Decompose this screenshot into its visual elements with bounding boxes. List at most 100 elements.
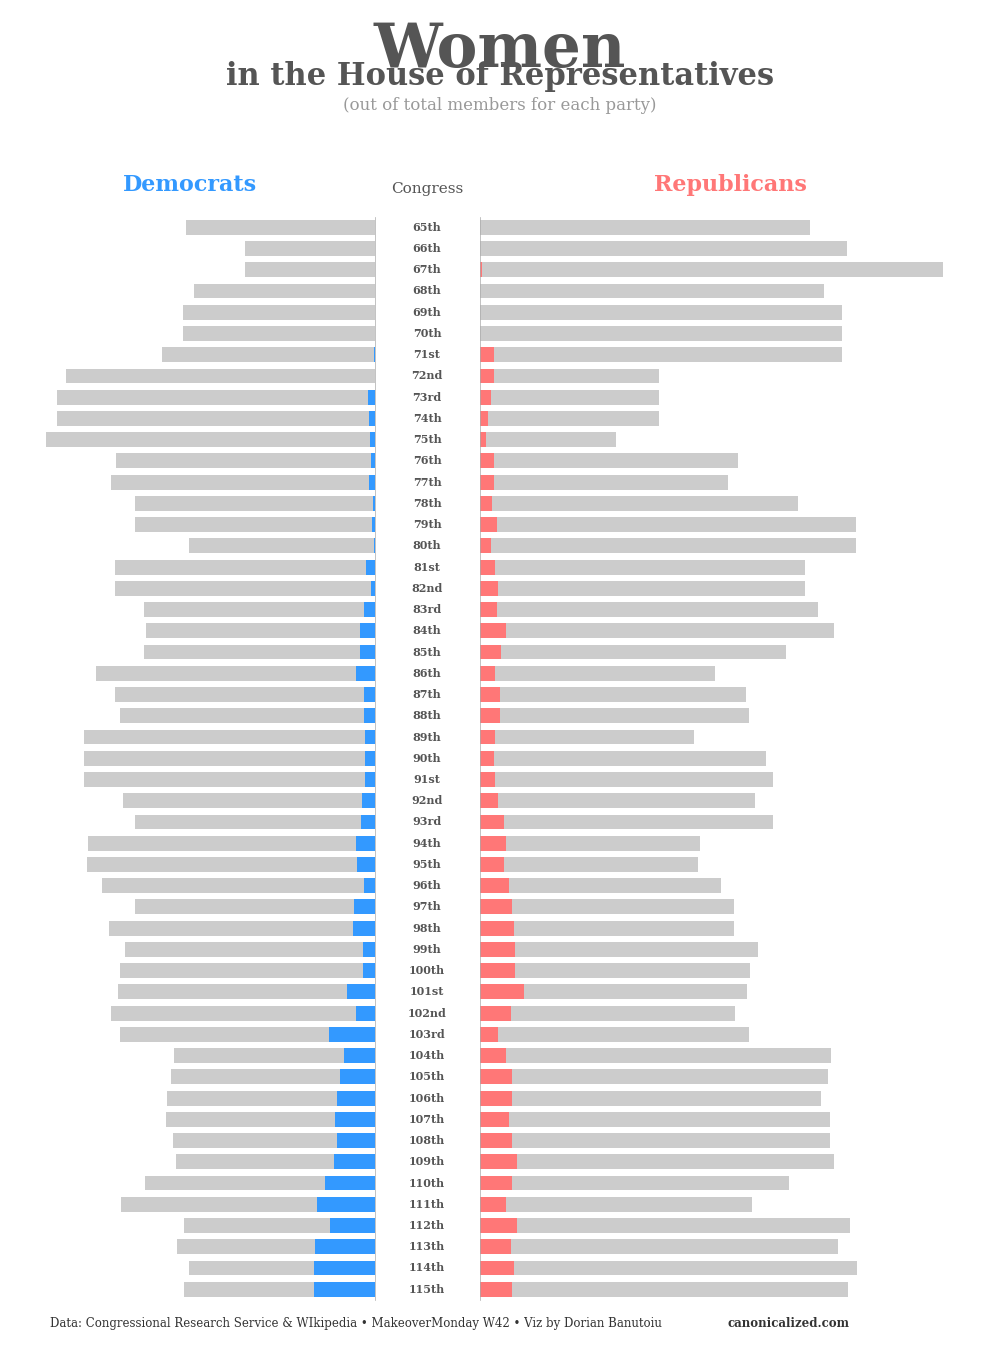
Bar [480,1282,848,1297]
Text: 113th: 113th [409,1242,445,1252]
Bar [480,1006,511,1021]
Text: 100th: 100th [409,965,445,976]
Bar [480,603,818,617]
Text: 106th: 106th [409,1093,445,1104]
Bar [115,559,375,574]
Bar [480,1026,498,1041]
Bar [317,1197,375,1212]
Bar [84,730,375,745]
Bar [480,942,515,957]
Bar [144,603,375,617]
Bar [480,1261,857,1275]
Bar [135,815,375,830]
Text: canonicalized.com: canonicalized.com [727,1316,849,1330]
Bar [480,1219,850,1233]
Bar [480,623,834,638]
Bar [366,559,375,574]
Bar [360,645,375,659]
Bar [364,603,375,617]
Text: 68th: 68th [413,286,441,297]
Bar [364,686,375,701]
Bar [356,835,375,850]
Bar [480,1112,830,1127]
Text: 95th: 95th [413,858,441,869]
Bar [480,263,482,278]
Bar [111,475,375,490]
Text: 66th: 66th [413,242,441,255]
Bar [145,1175,375,1190]
Text: 97th: 97th [413,902,441,913]
Bar [330,1219,375,1233]
Bar [176,1155,375,1170]
Bar [480,1133,512,1148]
Text: 102nd: 102nd [408,1007,446,1018]
Bar [480,899,734,914]
Bar [480,475,728,490]
Bar [480,559,805,574]
Bar [480,921,734,936]
Bar [480,390,659,405]
Bar [186,219,375,234]
Bar [480,1133,830,1148]
Bar [353,921,375,936]
Text: 89th: 89th [413,731,441,742]
Bar [194,283,375,298]
Bar [480,1197,752,1212]
Bar [480,1112,509,1127]
Bar [356,666,375,681]
Bar [135,496,375,510]
Bar [480,879,721,894]
Bar [480,645,501,659]
Bar [315,1239,375,1254]
Text: 114th: 114th [409,1262,445,1274]
Bar [116,454,375,468]
Bar [480,857,698,872]
Bar [480,751,494,765]
Bar [480,963,750,978]
Bar [183,305,375,320]
Bar [480,1070,512,1085]
Bar [340,1070,375,1085]
Text: 77th: 77th [413,477,441,487]
Bar [480,1261,514,1275]
Bar [480,899,512,914]
Text: 115th: 115th [409,1284,445,1294]
Bar [360,623,375,638]
Bar [87,857,375,872]
Bar [357,857,375,872]
Bar [184,1282,375,1297]
Bar [365,751,375,765]
Bar [480,921,514,936]
Bar [361,815,375,830]
Text: Women: Women [374,20,626,80]
Bar [371,454,375,468]
Bar [480,1048,831,1063]
Bar [146,623,375,638]
Text: 98th: 98th [413,922,441,934]
Bar [121,1197,375,1212]
Text: 99th: 99th [413,944,441,955]
Bar [329,1026,375,1041]
Bar [96,666,375,681]
Bar [480,751,766,765]
Bar [174,1048,375,1063]
Bar [480,390,491,405]
Bar [183,326,375,341]
Bar [480,1155,834,1170]
Bar [189,1261,375,1275]
Bar [369,475,375,490]
Text: Democrats: Democrats [123,175,257,196]
Bar [344,1048,375,1063]
Bar [480,1197,506,1212]
Bar [363,942,375,957]
Bar [480,368,659,383]
Text: 80th: 80th [413,540,441,551]
Bar [480,347,842,362]
Bar [245,241,375,256]
Bar [84,772,375,787]
Bar [337,1133,375,1148]
Bar [480,412,659,427]
Bar [480,730,495,745]
Text: 110th: 110th [409,1178,445,1189]
Bar [120,963,375,978]
